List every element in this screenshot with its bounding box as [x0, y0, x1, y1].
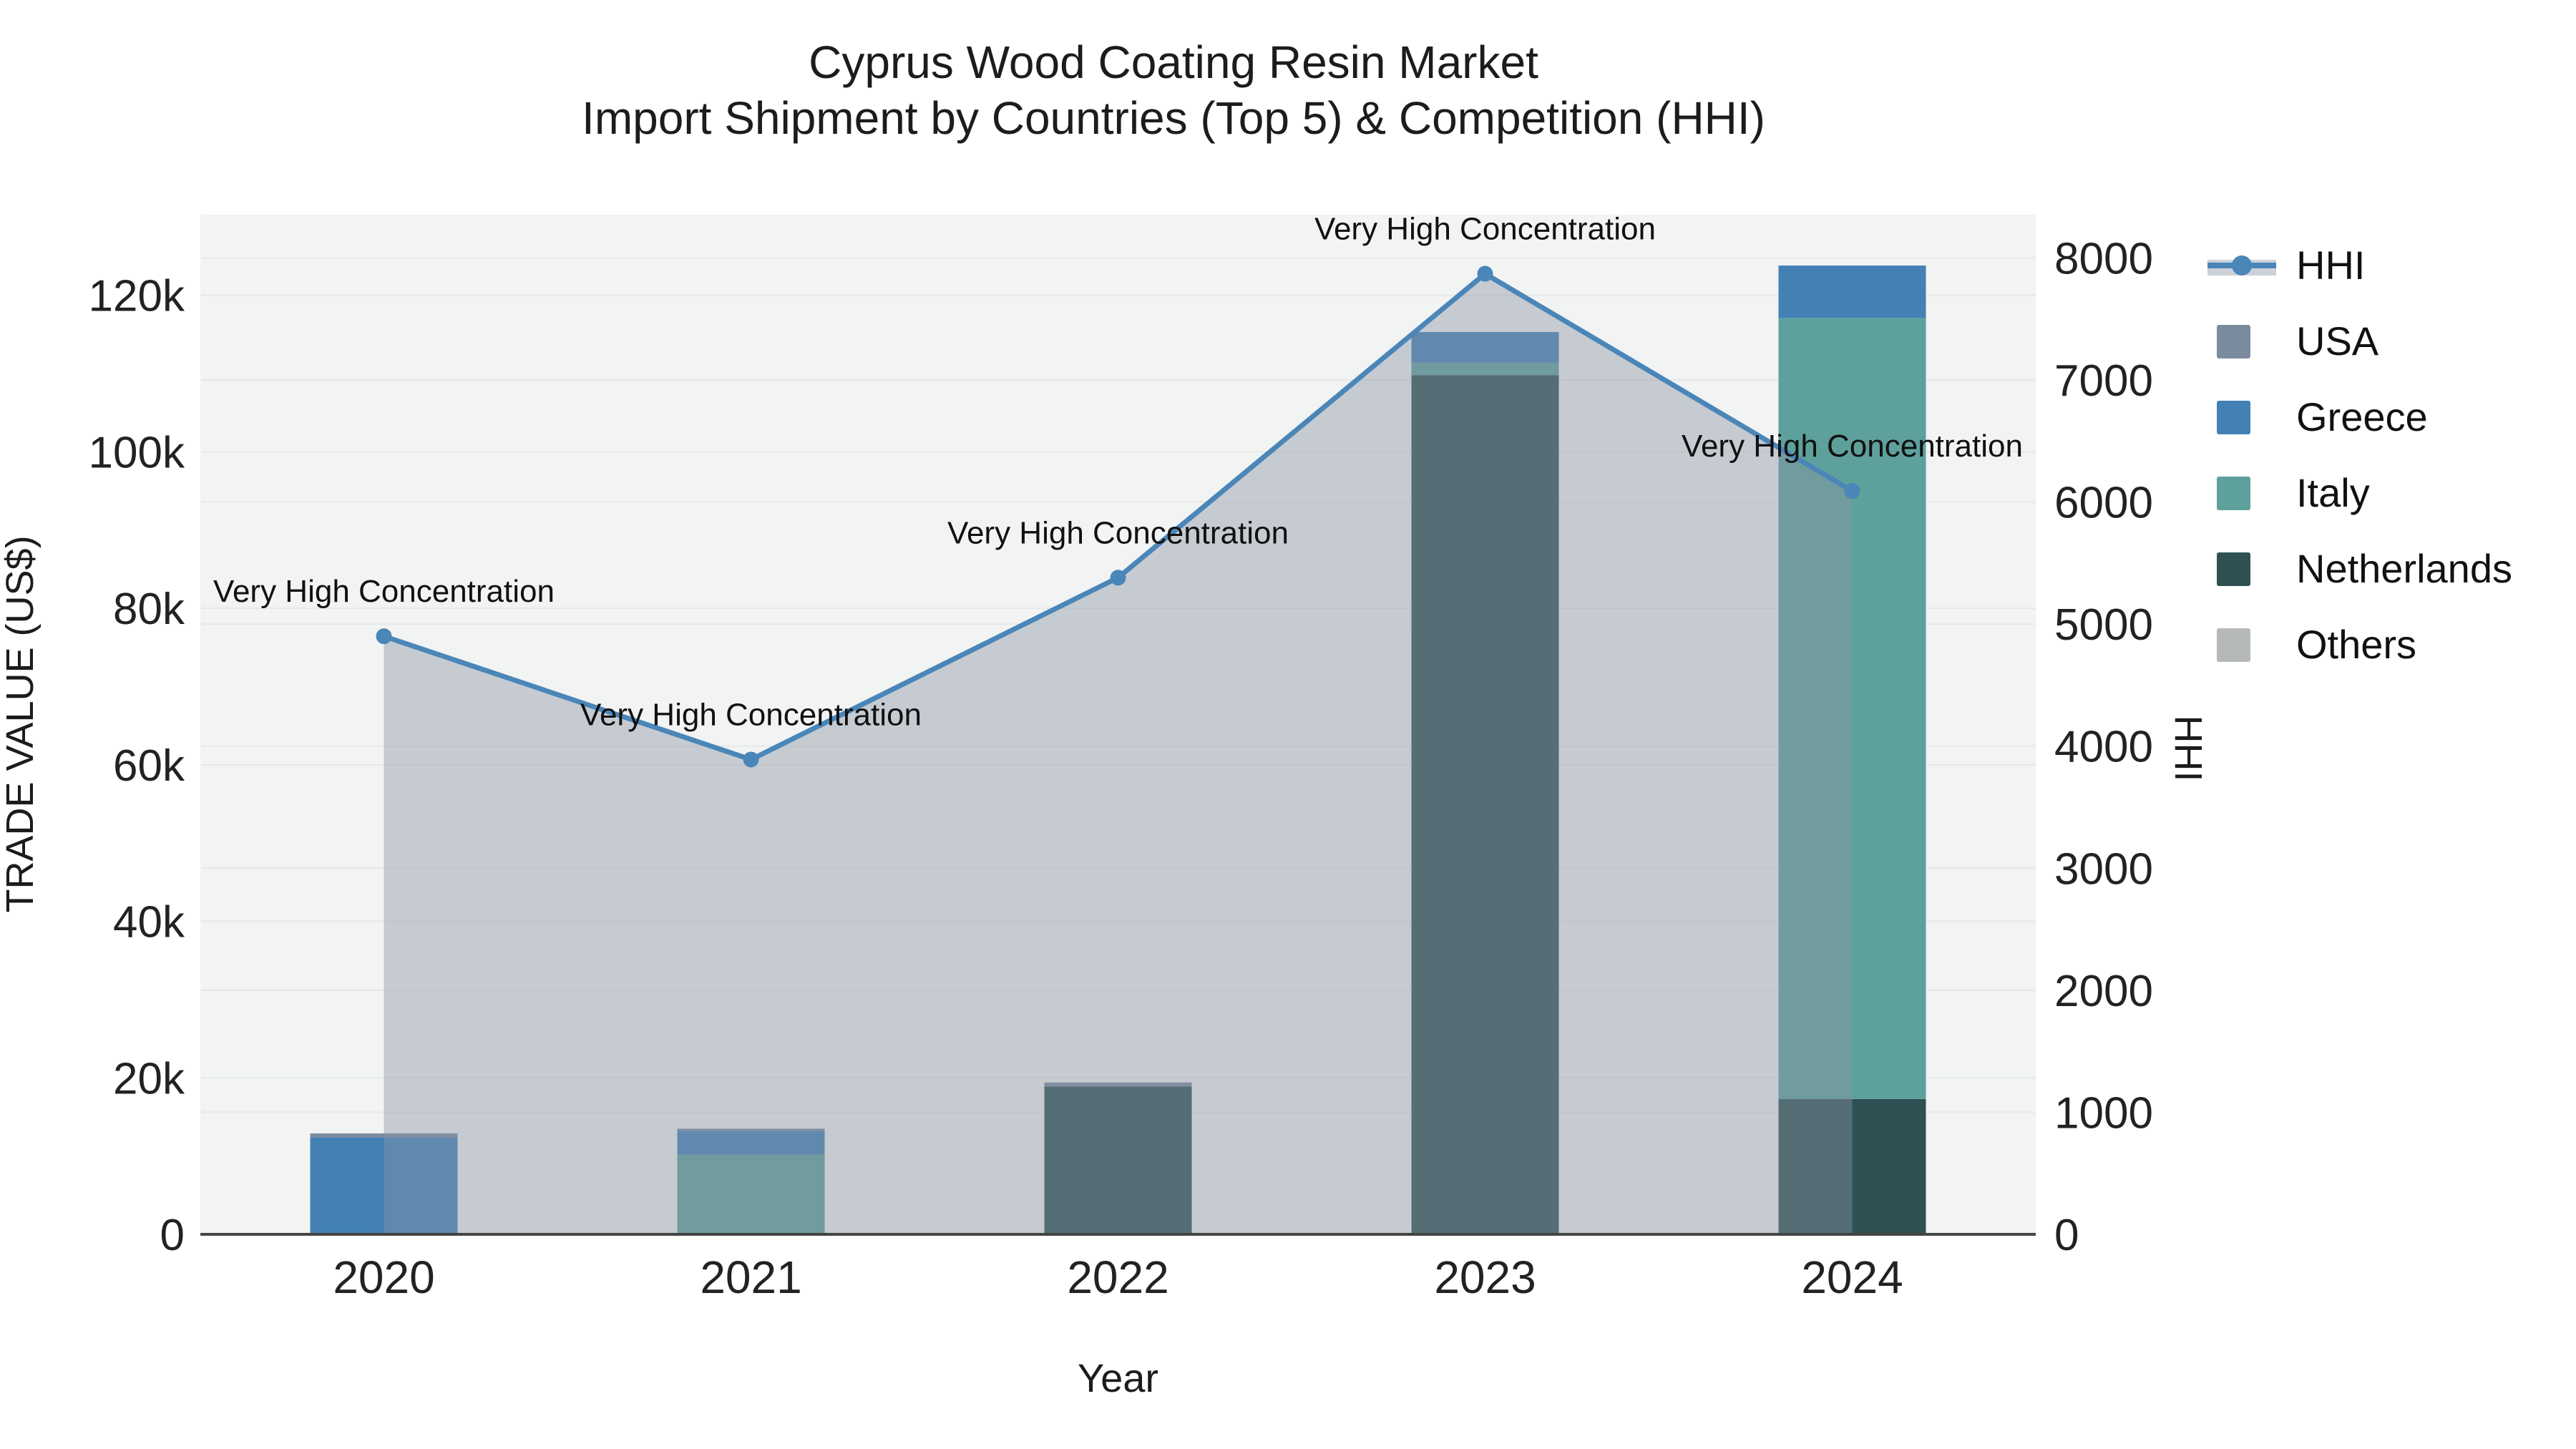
bar-greece-2024 — [1778, 265, 1926, 318]
y-right-tick-5000: 5000 — [2054, 600, 2153, 650]
x-tick-2021: 2021 — [700, 1252, 801, 1303]
legend-label-netherlands: Netherlands — [2296, 546, 2512, 591]
y-right-axis-title: HHI — [2167, 716, 2210, 782]
bar-italy-2023 — [1411, 362, 1559, 376]
bar-greece-2023 — [1411, 332, 1559, 363]
y-right-tick-0: 0 — [2054, 1211, 2079, 1260]
y-right-tick-7000: 7000 — [2054, 356, 2153, 406]
legend-color-swatch-icon — [2207, 321, 2276, 361]
y-left-tick-120k: 120k — [89, 272, 185, 321]
bar-usa-2021 — [677, 1128, 825, 1131]
bar-usa-2022 — [1044, 1082, 1192, 1087]
y-right-tick-1000: 1000 — [2054, 1088, 2153, 1138]
legend-color-swatch-icon — [2207, 625, 2276, 665]
hhi-marker-2020 — [376, 628, 392, 645]
legend-item-others[interactable]: Others — [2207, 621, 2512, 668]
plot-background — [200, 215, 2036, 1234]
annotation-2021: Very High Concentration — [580, 697, 922, 732]
legend-item-usa[interactable]: USA — [2207, 318, 2512, 364]
y-left-axis-title: TRADE VALUE (US$) — [0, 535, 42, 912]
y-right-tick-2000: 2000 — [2054, 967, 2153, 1016]
bar-usa-2020 — [310, 1133, 458, 1138]
bar-greece-2020 — [310, 1137, 458, 1234]
legend-color-swatch-icon — [2207, 549, 2276, 589]
y-right-tick-6000: 6000 — [2054, 479, 2153, 528]
legend-label-usa: USA — [2296, 318, 2379, 364]
x-tick-2023: 2023 — [1434, 1252, 1536, 1303]
y-left-tick-80k: 80k — [113, 585, 185, 634]
annotation-2022: Very High Concentration — [947, 515, 1289, 550]
legend: HHI USA Greece Italy Netherlands Others — [2207, 242, 2512, 668]
y-left-tick-60k: 60k — [113, 741, 185, 791]
hhi-area-fill — [384, 273, 1853, 1234]
legend-item-greece[interactable]: Greece — [2207, 394, 2512, 440]
y-left-tick-20k: 20k — [113, 1054, 185, 1103]
y-right-tick-8000: 8000 — [2054, 234, 2153, 283]
legend-label-italy: Italy — [2296, 470, 2370, 515]
legend-color-swatch-icon — [2207, 473, 2276, 513]
y-left-tick-100k: 100k — [89, 428, 185, 477]
annotation-2023: Very High Concentration — [1314, 212, 1656, 247]
legend-color-swatch-icon — [2207, 397, 2276, 437]
y-left-tick-40k: 40k — [113, 898, 185, 947]
annotation-2024: Very High Concentration — [1682, 429, 2023, 464]
bar-netherlands-2023 — [1411, 375, 1559, 1235]
legend-line-swatch-icon — [2207, 245, 2276, 286]
hhi-marker-2021 — [743, 751, 759, 768]
bar-netherlands-2022 — [1044, 1086, 1192, 1234]
hhi-marker-2024 — [1844, 483, 1860, 499]
legend-label-greece: Greece — [2296, 394, 2428, 439]
x-tick-2024: 2024 — [1801, 1252, 1903, 1303]
y-right-tick-4000: 4000 — [2054, 723, 2153, 772]
x-tick-2020: 2020 — [333, 1252, 434, 1303]
hhi-marker-2022 — [1110, 570, 1126, 586]
hhi-marker-2023 — [1477, 265, 1493, 282]
y-left-tick-0: 0 — [160, 1211, 185, 1260]
bar-italy-2021 — [677, 1154, 825, 1234]
legend-label-others: Others — [2296, 622, 2417, 667]
bar-greece-2021 — [677, 1131, 825, 1155]
chart-title-line1: Cyprus Wood Coating Resin Market — [809, 36, 1538, 88]
legend-item-italy[interactable]: Italy — [2207, 469, 2512, 516]
bar-netherlands-2024 — [1778, 1098, 1926, 1234]
legend-item-hhi[interactable]: HHI — [2207, 242, 2512, 288]
x-axis-title: Year — [1078, 1355, 1158, 1400]
bar-italy-2024 — [1778, 318, 1926, 1099]
annotation-2020: Very High Concentration — [213, 574, 555, 609]
chart-title-line2: Import Shipment by Countries (Top 5) & C… — [582, 92, 1765, 144]
legend-label-hhi: HHI — [2296, 243, 2366, 288]
legend-item-netherlands[interactable]: Netherlands — [2207, 545, 2512, 592]
chart-title: Cyprus Wood Coating Resin Market Import … — [100, 34, 2247, 146]
y-right-tick-3000: 3000 — [2054, 844, 2153, 894]
x-tick-2022: 2022 — [1067, 1252, 1169, 1303]
